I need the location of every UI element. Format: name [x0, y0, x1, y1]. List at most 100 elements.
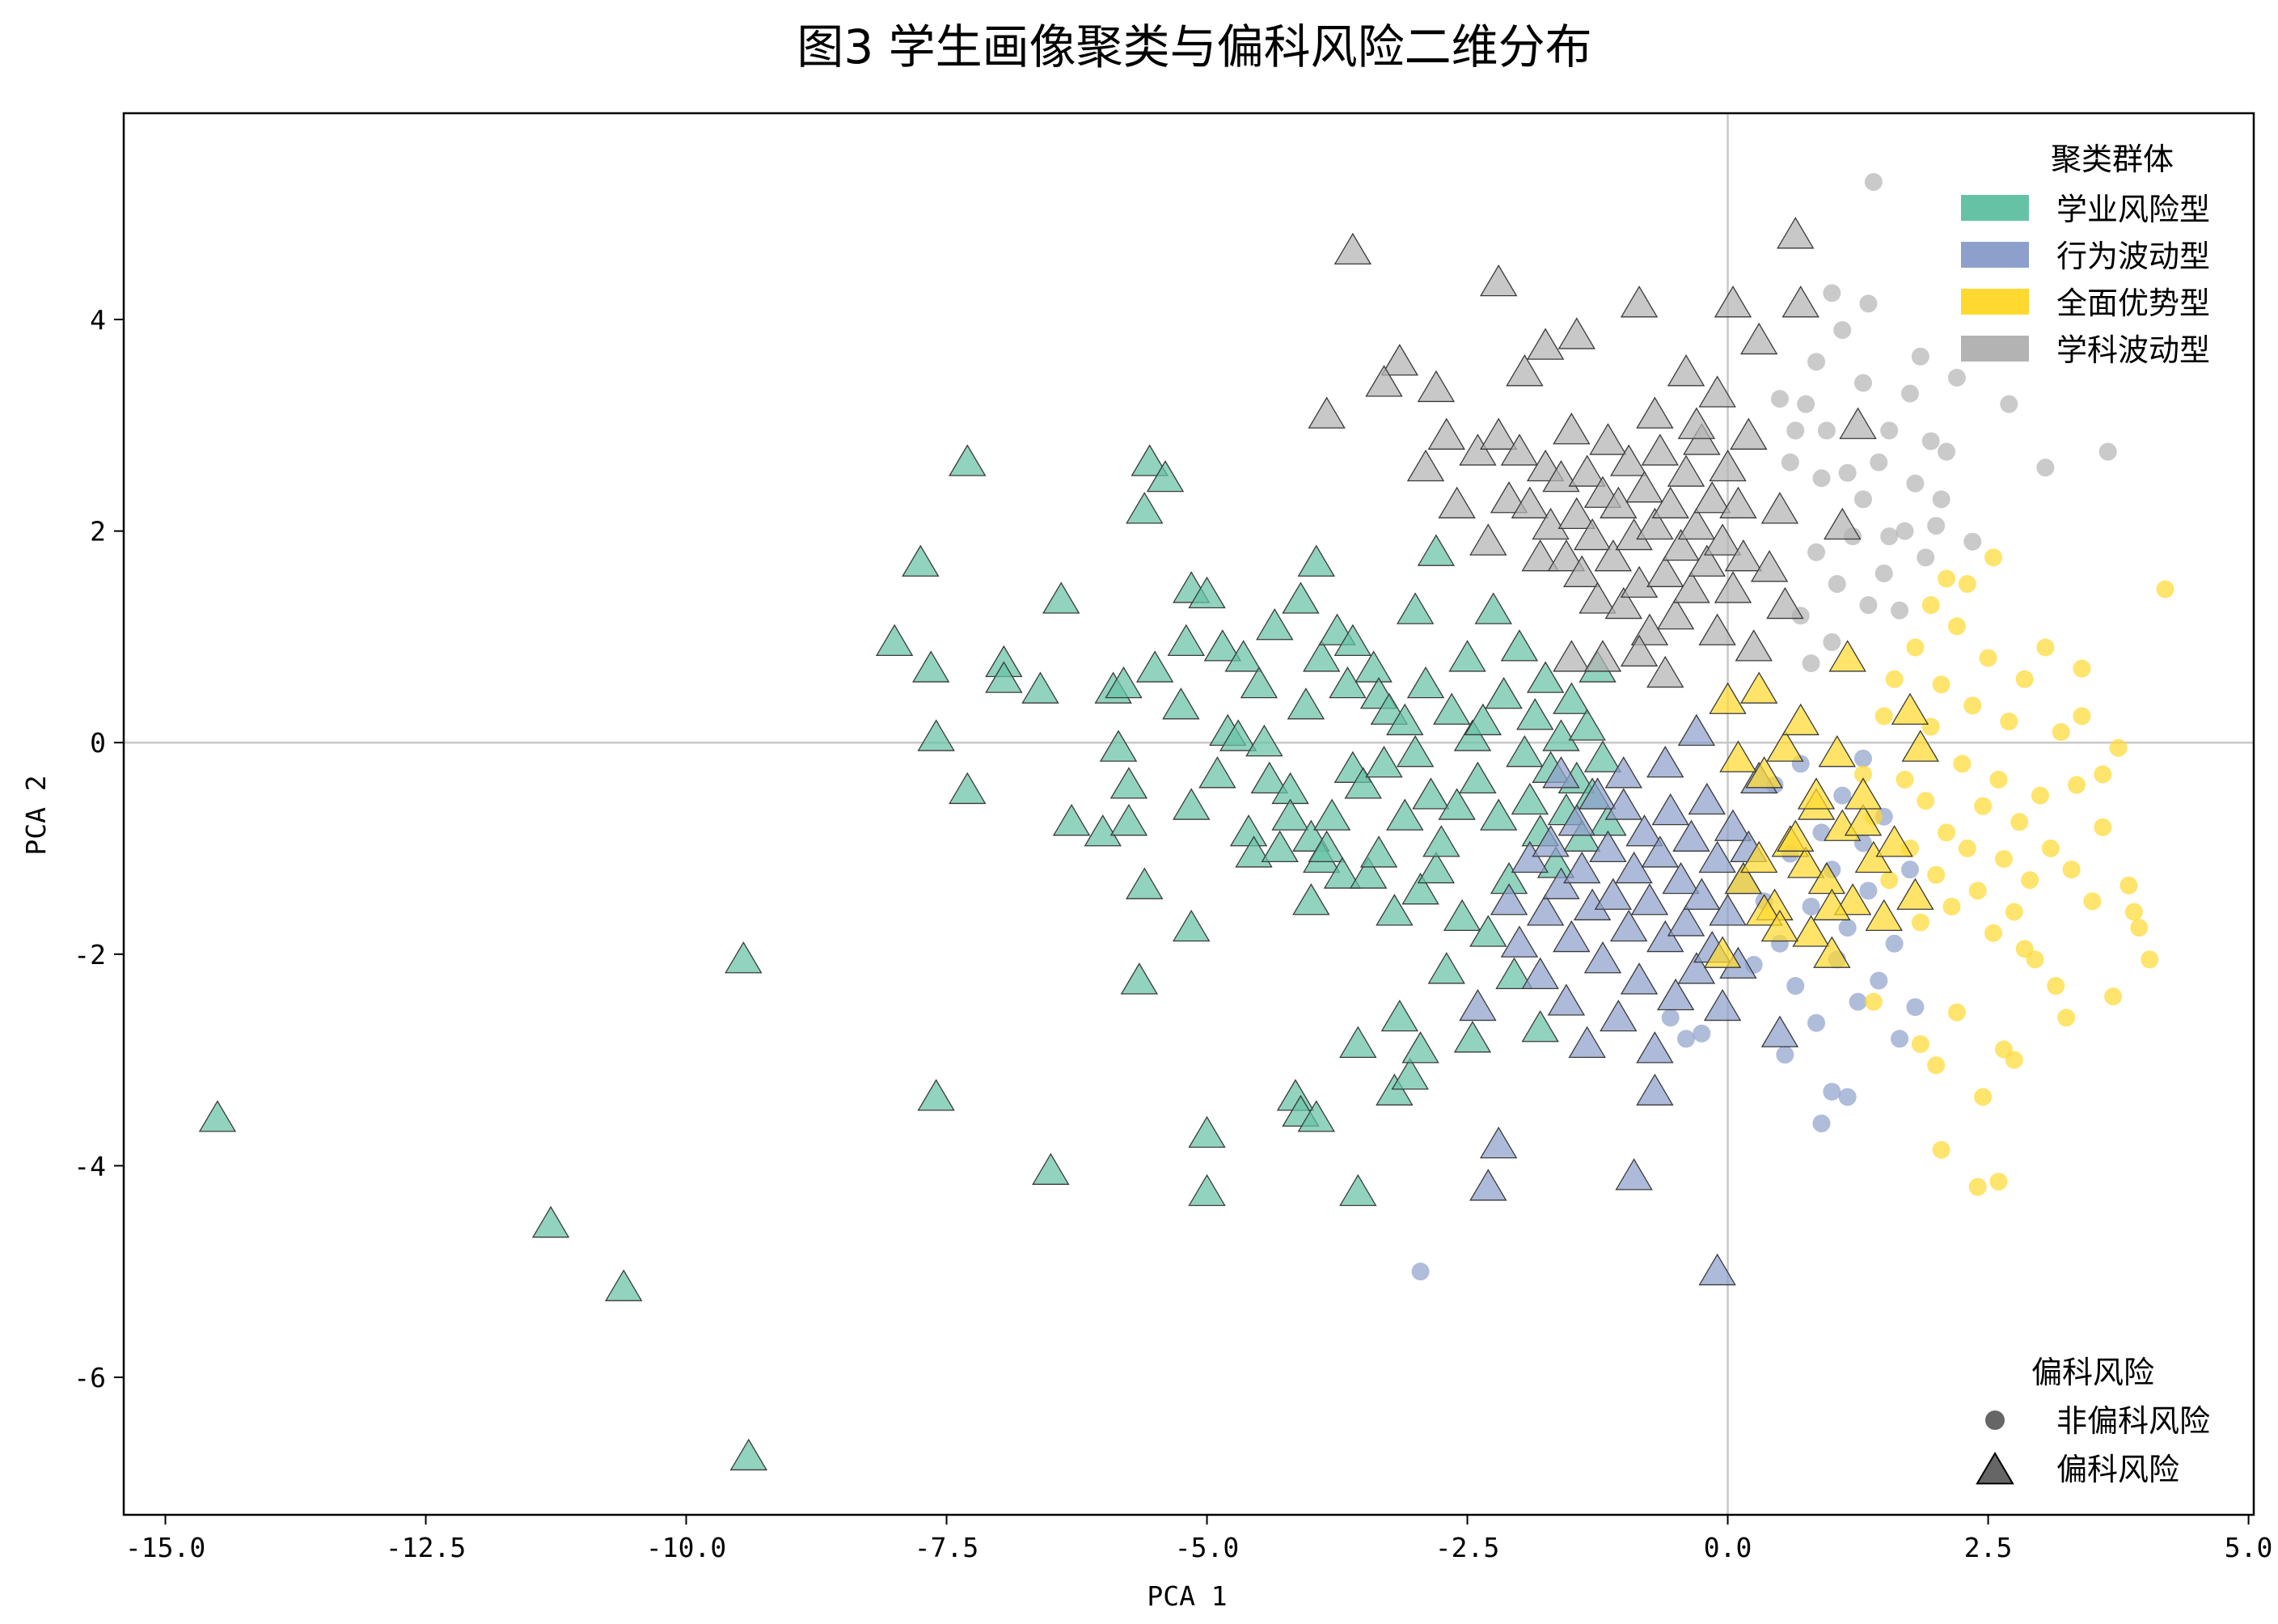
scatter-point-triangle [1526, 894, 1565, 926]
scatter-point-circle [2000, 395, 2018, 413]
scatter-point-circle [1833, 786, 1852, 805]
scatter-point-triangle [1583, 941, 1622, 974]
scatter-point-triangle [1693, 481, 1731, 514]
scatter-point-triangle [1583, 740, 1622, 772]
scatter-point-triangle [1698, 1253, 1736, 1286]
scatter-point-circle [1823, 632, 1841, 651]
scatter-point-triangle [1490, 883, 1528, 916]
scatter-point-triangle [1521, 539, 1559, 572]
x-tick-label: -5.0 [1175, 1532, 1239, 1563]
scatter-point-triangle [1052, 804, 1091, 836]
scatter-point-triangle [1526, 328, 1565, 360]
scatter-point-triangle [1683, 423, 1721, 455]
scatter-point-circle [1880, 871, 1899, 890]
scatter-point-triangle [1760, 1015, 1799, 1047]
scatter-point-triangle [1604, 756, 1642, 789]
scatter-point-triangle [1630, 883, 1669, 916]
scatter-point-circle [2083, 892, 2102, 911]
scatter-point-triangle [1750, 550, 1789, 582]
scatter-point-triangle [1600, 999, 1638, 1032]
scatter-point-triangle [1448, 640, 1486, 672]
scatter-point-triangle [1854, 840, 1893, 873]
scatter-point-triangle [605, 1269, 643, 1301]
scatter-point-triangle [1516, 698, 1554, 730]
y-axis-label: PCA 2 [20, 775, 52, 855]
x-tick-label: -7.5 [915, 1532, 978, 1563]
scatter-point-circle [1927, 517, 1946, 535]
scatter-point-circle [1958, 839, 1976, 858]
scatter-point-triangle [1677, 952, 1716, 984]
plot-frame [122, 112, 2255, 1516]
scatter-point-circle [1938, 569, 1956, 588]
scatter-point-triangle [1412, 777, 1450, 810]
scatter-point-circle [1874, 707, 1893, 725]
scatter-point-circle [1807, 543, 1826, 561]
y-tick-label: -4 [74, 1150, 106, 1182]
scatter-point-triangle [1365, 365, 1403, 397]
scatter-point-circle [1968, 882, 1987, 900]
scatter-point-circle [2015, 670, 2034, 688]
scatter-point-circle [1963, 532, 1982, 551]
scatter-point-triangle [1615, 851, 1653, 884]
scatter-point-triangle [1760, 492, 1799, 524]
y-tick-label: 4 [90, 304, 106, 336]
scatter-point-triangle [1677, 713, 1716, 746]
scatter-point-triangle [1459, 433, 1497, 466]
scatter-point-triangle [1844, 777, 1883, 810]
scatter-point-circle [1994, 850, 2013, 869]
scatter-point-circle [1891, 1030, 1909, 1048]
scatter-point-triangle [1620, 285, 1659, 318]
scatter-point-triangle [1620, 634, 1659, 667]
scatter-point-circle [1906, 474, 1925, 493]
scatter-point-triangle [1333, 624, 1372, 656]
scatter-point-triangle [1604, 586, 1642, 620]
scatter-point-triangle [1464, 703, 1502, 736]
scatter-point-circle [1885, 670, 1904, 688]
scatter-point-circle [1947, 617, 1966, 636]
scatter-point-triangle [1308, 830, 1346, 863]
scatter-point-circle [1812, 1114, 1831, 1133]
scatter-point-circle [1838, 1088, 1857, 1106]
scatter-point-circle [1853, 749, 1872, 768]
scatter-point-circle [2094, 765, 2112, 784]
scatter-point-triangle [1511, 782, 1549, 815]
scatter-point-triangle [1901, 730, 1940, 762]
scatter-point-circle [2062, 861, 2081, 879]
scatter-point-triangle [1600, 486, 1638, 518]
scatter-point-triangle [1745, 756, 1783, 789]
scatter-point-triangle [1105, 666, 1143, 699]
scatter-point-triangle [1777, 819, 1815, 852]
scatter-point-triangle [1579, 582, 1617, 614]
scatter-point-triangle [1547, 983, 1586, 1016]
scatter-point-triangle [1807, 861, 1846, 894]
scatter-point-triangle [1698, 375, 1736, 408]
scatter-point-circle [2036, 638, 2055, 657]
scatter-point-circle [1932, 1140, 1950, 1159]
scatter-point-circle [1864, 173, 1883, 192]
scatter-point-circle [2120, 876, 2138, 894]
scatter-point-triangle [1865, 899, 1903, 932]
scatter-point-circle [1947, 1003, 1966, 1021]
scatter-point-circle [1932, 675, 1950, 694]
scatter-point-triangle [1610, 444, 1648, 476]
scatter-point-triangle [1427, 417, 1465, 450]
scatter-point-triangle [1032, 1152, 1070, 1185]
scatter-point-triangle [1500, 629, 1539, 662]
scatter-point-triangle [1724, 539, 1763, 572]
scatter-point-triangle [1401, 1031, 1439, 1064]
scatter-point-triangle [1479, 798, 1518, 831]
scatter-point-triangle [1495, 957, 1533, 989]
scatter-point-triangle [1568, 1026, 1606, 1059]
scatter-point-triangle [1459, 988, 1497, 1021]
x-tick-label: 5.0 [2225, 1532, 2273, 1563]
scatter-point-triangle [1506, 354, 1544, 387]
scatter-point-triangle [1109, 767, 1148, 799]
scatter-point-circle [1859, 294, 1878, 313]
scatter-point-triangle [1688, 782, 1726, 815]
scatter-point-circle [2073, 659, 2091, 678]
scatter-point-triangle [1646, 920, 1684, 953]
scatter-point-triangle [1443, 899, 1481, 932]
scatter-point-triangle [1120, 962, 1159, 995]
scatter-point-triangle [1459, 761, 1497, 794]
scatter-point-circle [1870, 971, 1888, 990]
